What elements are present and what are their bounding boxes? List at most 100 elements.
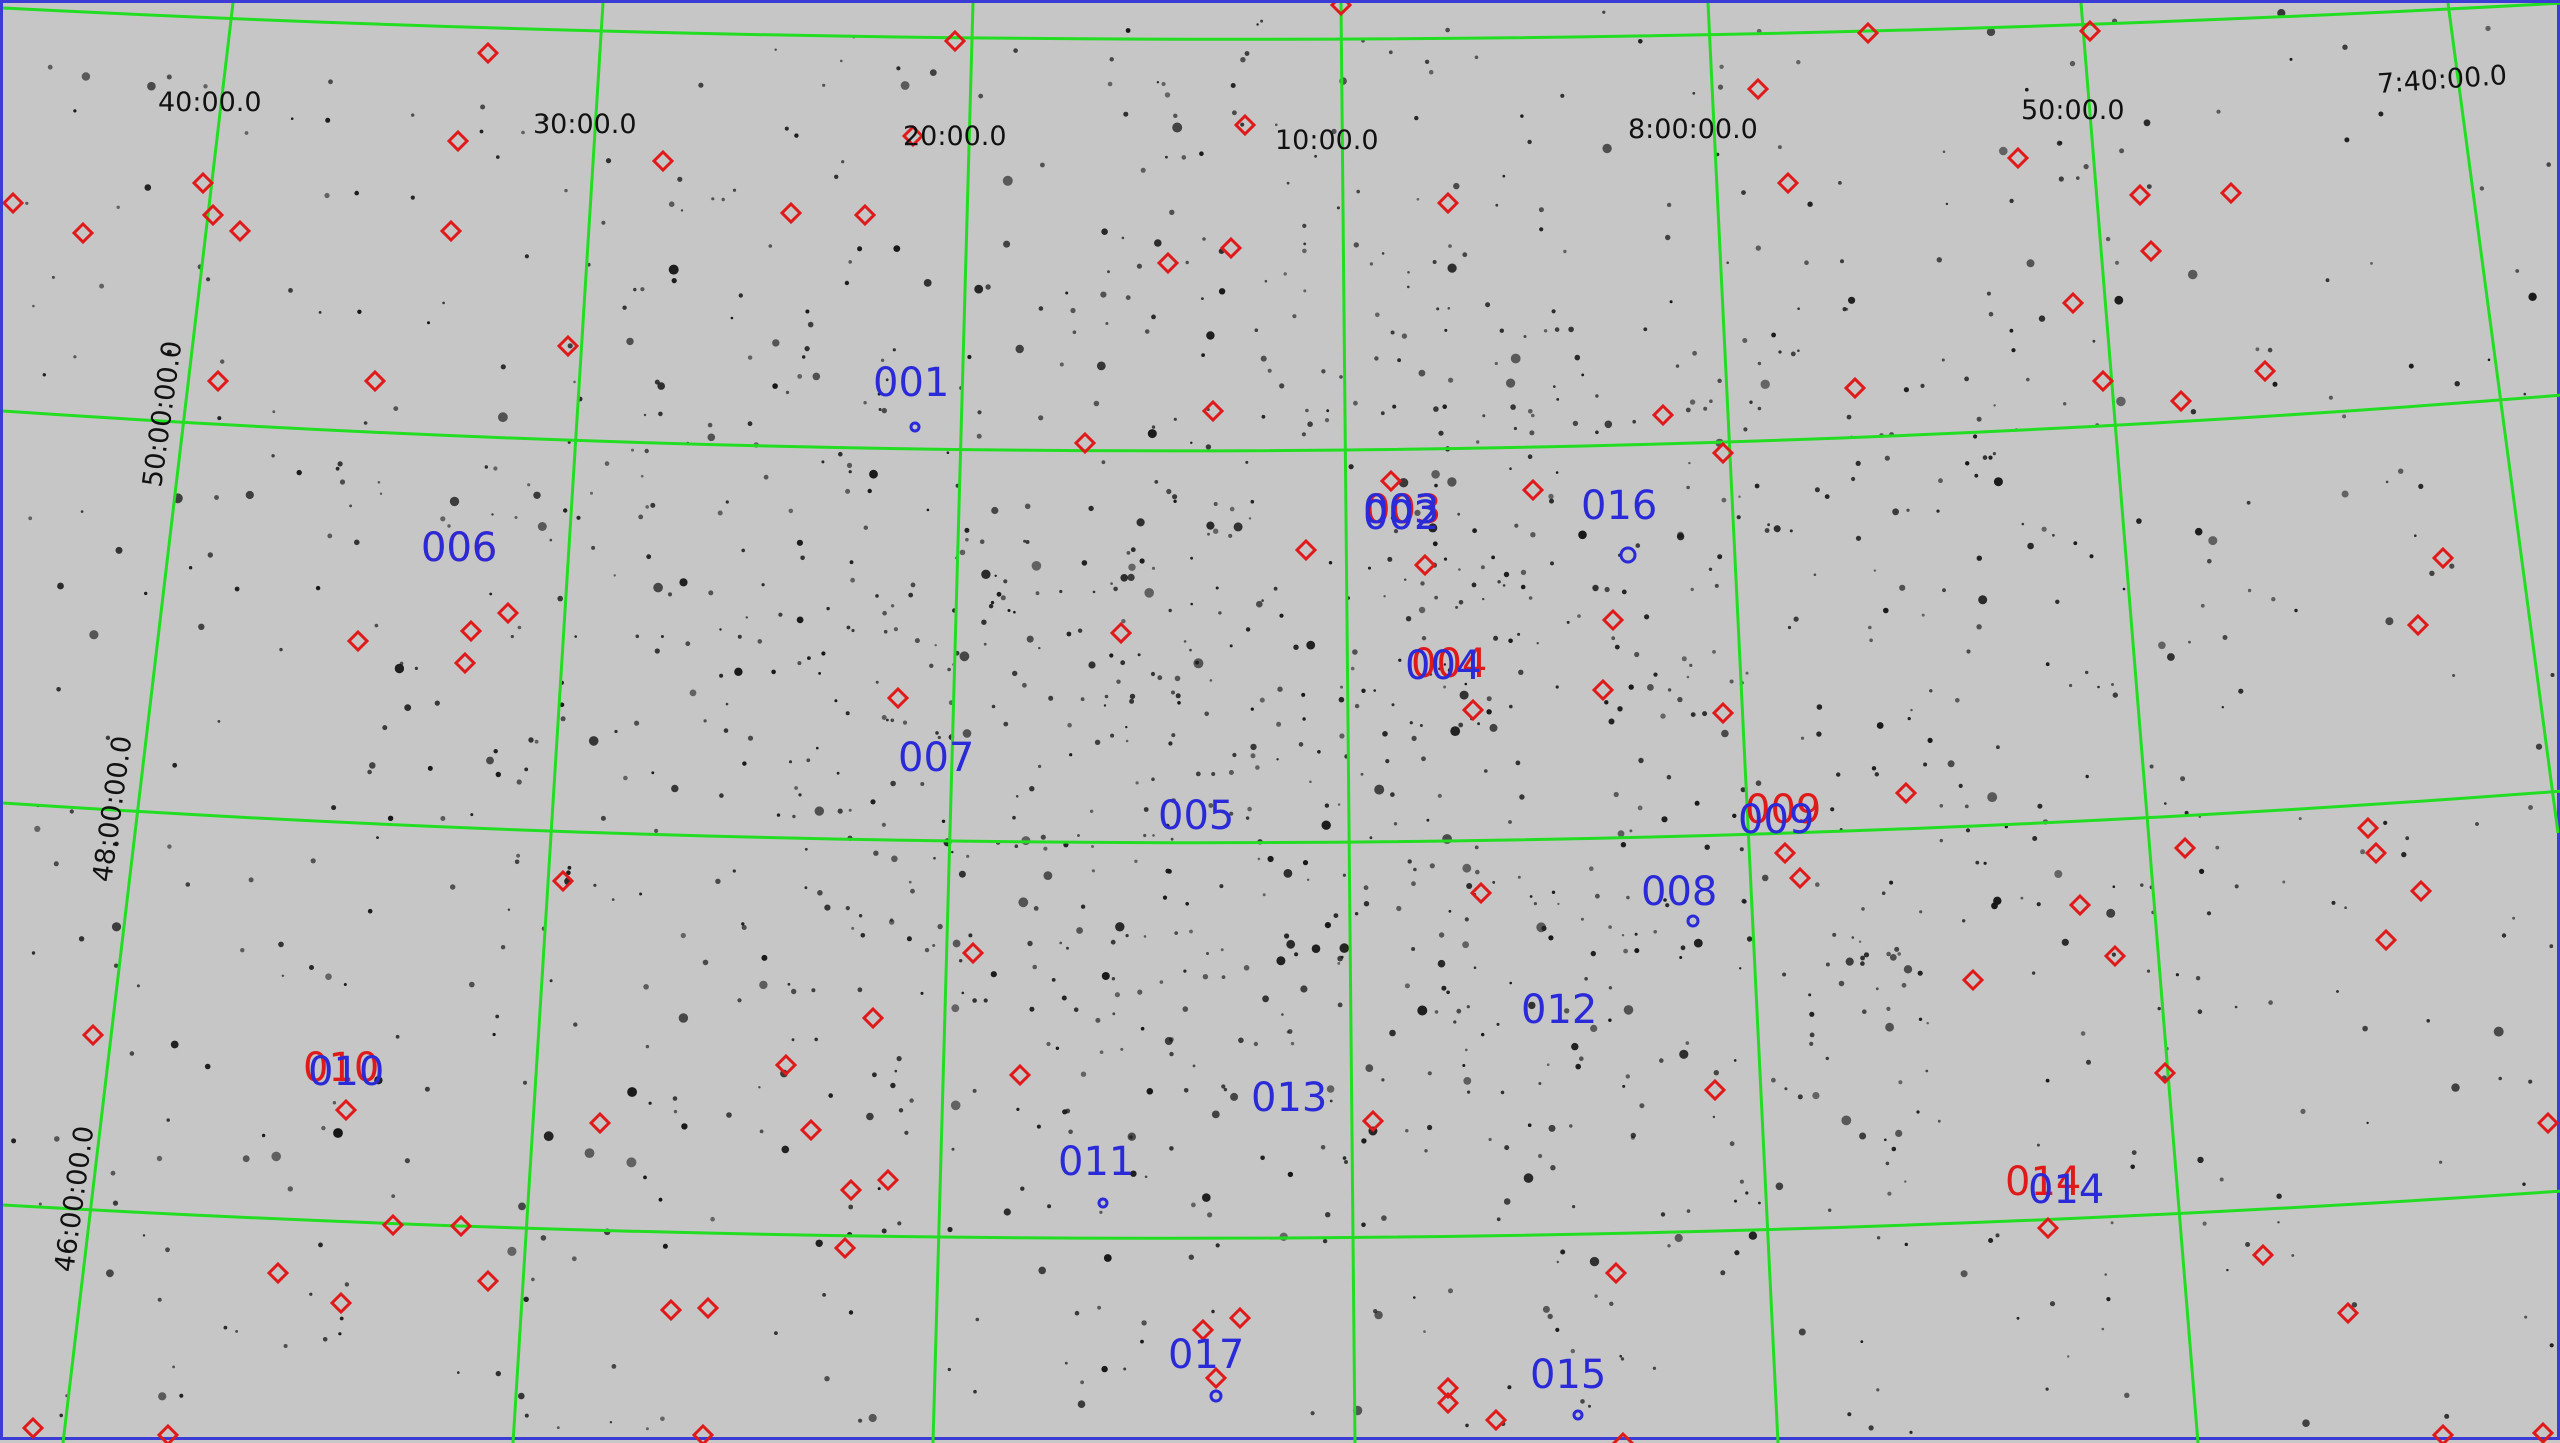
star bbox=[588, 736, 599, 746]
star bbox=[1480, 565, 1485, 570]
star bbox=[367, 769, 372, 775]
star bbox=[1352, 649, 1358, 655]
star bbox=[924, 947, 930, 953]
star bbox=[1665, 234, 1671, 241]
star bbox=[1089, 809, 1094, 813]
star bbox=[1390, 330, 1395, 335]
star bbox=[1116, 679, 1121, 684]
star bbox=[1825, 1056, 1830, 1061]
catalog-marker bbox=[191, 171, 215, 195]
detection-markers bbox=[909, 421, 1700, 1421]
star bbox=[1445, 27, 1450, 33]
star bbox=[677, 176, 683, 182]
star bbox=[2026, 377, 2030, 382]
star bbox=[1292, 314, 1297, 319]
star bbox=[834, 174, 839, 179]
star bbox=[1830, 807, 1835, 812]
star bbox=[1003, 721, 1009, 727]
star bbox=[1103, 704, 1107, 707]
star bbox=[1419, 724, 1423, 727]
star bbox=[1548, 935, 1554, 941]
star bbox=[1240, 57, 1246, 63]
star bbox=[2140, 883, 2144, 887]
star bbox=[1390, 515, 1396, 521]
catalog-marker bbox=[1651, 403, 1675, 427]
star bbox=[1463, 1077, 1472, 1085]
star bbox=[1169, 1037, 1174, 1042]
star bbox=[2045, 1387, 2049, 1391]
star bbox=[1674, 1233, 1683, 1243]
star bbox=[1693, 938, 1703, 948]
star bbox=[1072, 330, 1077, 335]
star bbox=[1134, 859, 1138, 863]
star bbox=[2054, 870, 2063, 878]
star bbox=[2523, 392, 2527, 396]
star bbox=[2522, 1182, 2526, 1186]
star bbox=[1613, 791, 1619, 798]
star bbox=[1474, 845, 1479, 850]
star bbox=[622, 305, 627, 310]
star bbox=[1625, 1074, 1631, 1079]
star bbox=[1091, 869, 1095, 873]
star bbox=[1169, 1146, 1174, 1151]
star bbox=[442, 301, 445, 305]
star bbox=[1842, 307, 1847, 312]
star bbox=[623, 775, 628, 781]
star bbox=[1324, 803, 1330, 808]
star bbox=[1588, 1404, 1591, 1408]
catalog-marker bbox=[1591, 678, 1615, 702]
star bbox=[1797, 1094, 1803, 1100]
star bbox=[1448, 1288, 1453, 1294]
star bbox=[1135, 781, 1139, 785]
star bbox=[2114, 295, 2124, 305]
star bbox=[1165, 155, 1168, 159]
star bbox=[1464, 682, 1468, 686]
star bbox=[741, 925, 747, 930]
star bbox=[1260, 1155, 1265, 1161]
star bbox=[902, 720, 908, 725]
star bbox=[1244, 51, 1250, 56]
catalog-marker bbox=[449, 1214, 473, 1238]
star bbox=[1527, 139, 1532, 145]
star bbox=[338, 1332, 342, 1336]
star bbox=[1529, 430, 1535, 436]
star bbox=[1740, 787, 1746, 793]
star bbox=[1002, 175, 1013, 186]
catalog-overlap-labels: 003 004 006 009 010 014 bbox=[303, 487, 2081, 1205]
star bbox=[1185, 260, 1189, 265]
star bbox=[283, 1344, 288, 1348]
star bbox=[1433, 406, 1439, 412]
star bbox=[1491, 555, 1495, 560]
sky-image-canvas[interactable]: 40:00.0 30:00.0 20:00.0 10:00.0 8:00:00.… bbox=[3, 3, 2560, 1443]
star bbox=[379, 492, 383, 495]
star bbox=[1875, 987, 1879, 991]
star bbox=[657, 382, 665, 390]
detection-label: 002 bbox=[1363, 493, 1439, 539]
star bbox=[1105, 322, 1109, 325]
star bbox=[1708, 567, 1713, 571]
star bbox=[59, 1413, 63, 1418]
star bbox=[1836, 772, 1841, 777]
star bbox=[1283, 869, 1293, 878]
star bbox=[1199, 151, 1204, 156]
star bbox=[1275, 123, 1278, 127]
star bbox=[1918, 1017, 1923, 1021]
star bbox=[1342, 873, 1346, 877]
catalog-marker bbox=[1379, 469, 1403, 493]
star bbox=[1397, 358, 1401, 363]
star bbox=[1510, 353, 1521, 364]
star bbox=[702, 959, 709, 966]
star bbox=[1303, 242, 1307, 246]
star bbox=[1383, 595, 1386, 598]
star bbox=[523, 1296, 529, 1303]
star bbox=[824, 904, 831, 911]
star bbox=[1507, 1385, 1512, 1390]
star bbox=[2016, 1316, 2020, 1320]
catalog-label: 003 bbox=[1365, 487, 1441, 533]
detection-marker bbox=[1209, 1389, 1223, 1403]
star bbox=[2245, 1242, 2251, 1247]
star bbox=[1690, 712, 1696, 717]
star bbox=[214, 495, 219, 500]
star bbox=[1188, 1254, 1195, 1260]
